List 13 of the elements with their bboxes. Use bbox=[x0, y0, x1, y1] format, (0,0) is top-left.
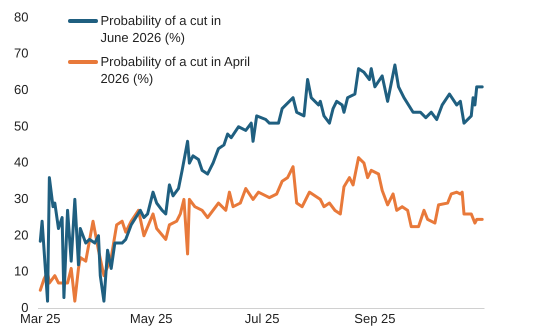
y-tick-label: 60 bbox=[14, 82, 28, 98]
y-tick-label: 70 bbox=[14, 46, 28, 61]
y-tick-label: 50 bbox=[14, 118, 28, 134]
y-tick-label: 40 bbox=[14, 154, 28, 170]
legend-label: Probability of a cut in April 2026 (%) bbox=[100, 52, 250, 87]
x-tick-label: Sep 25 bbox=[354, 310, 396, 326]
y-tick-label: 80 bbox=[14, 9, 28, 24]
x-tick-label: May 25 bbox=[130, 310, 173, 326]
y-tick-label: 30 bbox=[14, 191, 28, 206]
x-tick-label: Jul 25 bbox=[244, 310, 280, 326]
y-tick-label: 10 bbox=[14, 264, 28, 279]
y-tick-label: 20 bbox=[14, 227, 28, 242]
legend-label: Probability of a cut in June 2026 (%) bbox=[100, 12, 222, 46]
